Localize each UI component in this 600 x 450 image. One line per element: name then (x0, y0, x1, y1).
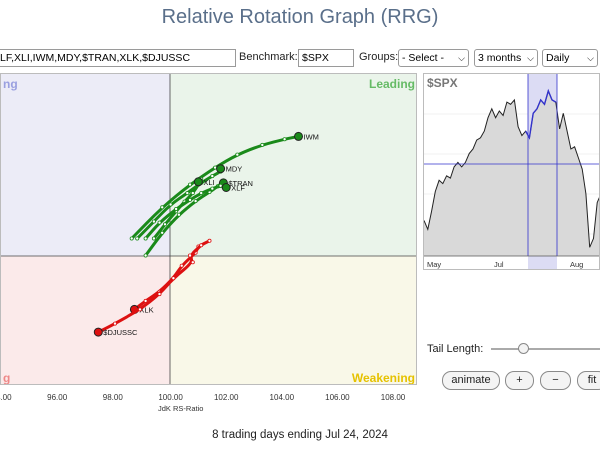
leading-label: Leading (369, 77, 415, 91)
weakening-quadrant (170, 256, 416, 384)
x-tick-label: 102.00 (213, 393, 239, 402)
x-tick-label: 98.00 (102, 393, 123, 402)
trail-point (171, 276, 176, 281)
improving-quadrant (1, 74, 170, 256)
series-label-djussc: $DJUSSC (103, 328, 138, 337)
frequency-select-value: Daily (546, 52, 570, 64)
trail-point (168, 202, 173, 207)
tail-length-slider[interactable] (491, 348, 600, 350)
trail-point (190, 191, 195, 196)
series-label-iwm: IWM (304, 132, 319, 141)
spx-chart: $SPX May Jul Aug (424, 74, 599, 269)
trail-head-mdy[interactable] (216, 164, 226, 174)
trail-point (207, 238, 212, 243)
trail-point (260, 142, 265, 147)
tail-length-label: Tail Length: (427, 343, 484, 355)
trail-point (179, 263, 184, 268)
period-select[interactable]: 3 months ⌵ (474, 49, 538, 67)
x-tick-label: 96.00 (47, 393, 68, 402)
trail-point (174, 206, 179, 211)
x-tick-label: 100.00 (158, 393, 183, 402)
page-title: Relative Rotation Graph (RRG) (161, 6, 439, 28)
trail-point (176, 212, 181, 217)
spx-month-aug: Aug (570, 260, 583, 269)
spx-area (424, 90, 599, 256)
trail-point (143, 298, 148, 303)
spx-label: $SPX (427, 76, 458, 90)
trail-point (151, 236, 156, 241)
trail-head-iwm[interactable] (294, 131, 303, 141)
trail-point (190, 260, 195, 265)
period-select-value: 3 months (478, 52, 522, 64)
trail-point (162, 222, 167, 227)
benchmark-input[interactable]: $SPX (298, 49, 354, 67)
trail-point (143, 253, 148, 258)
groups-select[interactable]: - Select - ⌵ (398, 49, 469, 67)
trail-point (151, 219, 156, 224)
trail-point (113, 321, 118, 326)
lagging-quadrant (1, 256, 170, 384)
series-label-xlf: XLF (231, 184, 245, 193)
spx-month-may: May (427, 260, 441, 269)
x-tick-label: 104.00 (269, 393, 295, 402)
trail-point (157, 220, 162, 225)
trail-point (199, 243, 204, 248)
groups-select-value: - Select - (402, 52, 445, 64)
trail-point (193, 199, 198, 204)
series-label-tran: $TRAN (228, 179, 253, 188)
trail-point (187, 197, 192, 202)
trail-point (143, 236, 148, 241)
weakening-label: Weakening (352, 371, 415, 385)
trail-point (199, 191, 204, 196)
chevron-down-icon: ⌵ (458, 53, 465, 63)
rrg-chart[interactable]: ng Leading g Weakening IWM MDY XLI $TRAN XLF… (0, 73, 417, 385)
lagging-label: g (3, 371, 10, 385)
trail-point (187, 182, 192, 187)
x-tick-label: 108.00 (380, 393, 406, 402)
trail-point (135, 236, 140, 241)
trail-head-xli[interactable] (193, 177, 203, 187)
trail-point (160, 230, 165, 235)
spx-panel: $SPX May Jul Aug (423, 73, 600, 270)
x-axis-label: JdK RS-Ratio (158, 404, 204, 413)
trail-point (210, 174, 215, 179)
symbols-input[interactable]: LF,XLI,IWM,MDY,$TRAN,XLK,$DJUSSC (0, 49, 236, 67)
groups-label: Groups: (359, 51, 399, 63)
rrg-plot: ng Leading g Weakening IWM MDY XLI $TRANXLF… (1, 74, 416, 385)
benchmark-label: Benchmark: (239, 51, 298, 63)
series-label-xlk: XLK (139, 305, 153, 314)
spx-line (424, 89, 599, 248)
trail-point (185, 191, 190, 196)
trail-point (235, 152, 240, 157)
leading-quadrant (170, 74, 416, 256)
trail-head-xlf[interactable] (221, 183, 231, 192)
trail-point (187, 253, 192, 258)
chevron-down-icon: ⌵ (527, 53, 534, 63)
trail-point (160, 205, 165, 210)
fit-button[interactable]: fit (577, 371, 600, 390)
animate-button[interactable]: animate (442, 371, 500, 390)
x-tick-label: 94.00 (0, 393, 12, 402)
series-label-xli: XLI (203, 178, 214, 187)
trail-point (218, 183, 223, 188)
series-label-mdy: MDY (226, 165, 243, 174)
trail-point (210, 186, 215, 191)
trail-point (157, 292, 162, 297)
zoom-out-button[interactable]: − (540, 371, 571, 390)
frequency-select[interactable]: Daily ⌵ (542, 49, 598, 67)
tail-length-slider-thumb[interactable] (518, 343, 530, 354)
spx-month-jul: Jul (494, 260, 504, 269)
spx-line-highlight (525, 88, 557, 140)
trail-point (137, 307, 142, 312)
trail-head-djussc[interactable] (93, 327, 103, 337)
trail-point (129, 236, 134, 241)
trail-point (282, 137, 287, 142)
footer-caption: 8 trading days ending Jul 24, 2024 (212, 429, 388, 441)
zoom-in-button[interactable]: + (505, 371, 534, 390)
chevron-down-icon: ⌵ (587, 53, 594, 63)
x-tick-label: 106.00 (325, 393, 350, 402)
improving-label: ng (3, 77, 18, 91)
